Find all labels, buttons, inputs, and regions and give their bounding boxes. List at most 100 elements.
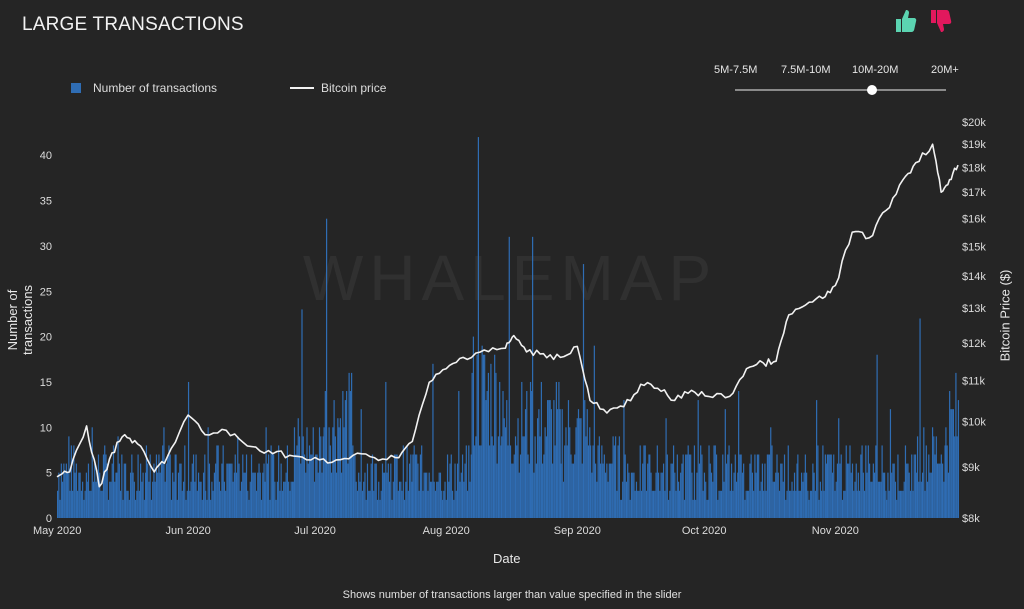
transaction-bar: [237, 436, 239, 518]
page-title: LARGE TRANSACTIONS: [22, 14, 244, 35]
transaction-bar: [780, 463, 782, 518]
transaction-bar: [232, 481, 234, 518]
transaction-bar: [542, 463, 544, 518]
slider-option-5m-7-5m[interactable]: 5M-7.5M: [714, 64, 758, 76]
legend-item-transactions[interactable]: Number of transactions: [71, 81, 217, 95]
transaction-bar: [866, 472, 868, 518]
transaction-bar: [338, 427, 340, 518]
transaction-bar: [140, 463, 142, 518]
transaction-bar: [405, 481, 407, 518]
transaction-bar: [514, 436, 517, 518]
transaction-bar: [417, 463, 419, 518]
transaction-bar: [484, 354, 486, 518]
transaction-bar: [893, 463, 895, 518]
transaction-bar: [288, 481, 290, 518]
transaction-bar: [643, 445, 645, 518]
transaction-bar: [311, 454, 313, 518]
transaction-bar: [400, 481, 402, 518]
transaction-bar: [624, 454, 626, 518]
transaction-bar: [143, 499, 145, 518]
transaction-bar: [226, 463, 228, 518]
thumbs-down-icon[interactable]: [928, 8, 952, 34]
slider-option-7-5m-10m[interactable]: 7.5M-10M: [781, 64, 831, 76]
transaction-bar: [688, 454, 691, 518]
transaction-bar: [761, 463, 764, 518]
y-tick-label: 35: [40, 196, 52, 208]
transaction-bar: [828, 454, 830, 518]
thumbs-up-icon[interactable]: [893, 8, 917, 34]
transaction-bar: [814, 490, 816, 518]
slider-handle[interactable]: [867, 85, 877, 95]
transaction-bar: [441, 490, 443, 518]
transaction-bar: [57, 490, 59, 518]
transaction-bar: [149, 454, 151, 518]
transaction-bar: [192, 454, 195, 518]
transaction-bar: [740, 454, 742, 518]
transaction-bar: [448, 481, 450, 518]
transaction-bar: [234, 454, 236, 518]
transaction-bar: [517, 418, 519, 518]
transaction-bar: [173, 481, 175, 518]
transaction-bar: [899, 490, 902, 518]
slider-option-20m-plus[interactable]: 20M+: [931, 64, 959, 76]
transaction-bar: [119, 490, 122, 518]
transaction-bar: [250, 454, 253, 518]
transaction-bar: [490, 363, 492, 518]
transaction-bar: [772, 481, 774, 518]
transaction-bar: [356, 490, 359, 518]
transaction-bar: [639, 445, 641, 518]
transaction-bar: [278, 445, 280, 518]
transaction-bar: [499, 381, 501, 518]
transaction-bar: [548, 400, 550, 518]
transaction-bar: [830, 454, 832, 518]
transaction-bar: [348, 372, 350, 518]
transaction-bar: [223, 481, 226, 518]
transaction-bar: [414, 454, 417, 518]
transaction-bar: [114, 481, 116, 518]
transaction-bar: [923, 427, 925, 518]
transaction-bar: [230, 463, 232, 518]
transaction-bar: [190, 481, 192, 518]
transaction-bar: [439, 472, 442, 518]
transaction-bar: [464, 463, 466, 518]
transaction-bar: [524, 409, 527, 518]
transaction-bar: [170, 499, 173, 518]
transaction-bar: [403, 499, 406, 518]
transaction-bar: [485, 400, 487, 518]
transaction-bar: [249, 481, 251, 518]
slider-track[interactable]: [735, 89, 946, 91]
x-tick-label: Sep 2020: [554, 525, 601, 537]
transaction-bar: [339, 418, 341, 518]
transaction-bar: [601, 445, 603, 518]
transaction-bar: [933, 436, 935, 518]
transaction-bar: [475, 436, 477, 518]
transaction-bar: [185, 499, 187, 518]
y2-tick-label: $16k: [962, 213, 986, 225]
transaction-bar: [751, 472, 753, 518]
transaction-bar: [919, 318, 921, 518]
transaction-bar: [353, 454, 355, 518]
transaction-bar: [436, 481, 438, 518]
y2-axis-title: Bitcoin Price ($): [997, 269, 1013, 362]
transaction-bar: [770, 427, 772, 518]
transaction-bar: [767, 454, 769, 518]
transaction-bar: [465, 445, 467, 518]
transaction-bar: [701, 454, 703, 518]
transaction-bar: [802, 481, 804, 518]
transaction-bar: [691, 472, 693, 518]
transaction-bar: [816, 400, 818, 518]
transaction-bar: [506, 400, 508, 518]
transaction-bar: [392, 481, 394, 518]
transaction-bar: [295, 454, 297, 518]
transaction-bar: [925, 445, 927, 518]
transaction-bar: [115, 472, 117, 518]
transaction-bar: [934, 454, 936, 518]
transaction-bar: [579, 418, 581, 518]
transaction-bar: [189, 490, 191, 518]
transaction-bar: [683, 499, 686, 518]
slider-option-10m-20m[interactable]: 10M-20M: [852, 64, 899, 76]
transaction-bar: [118, 463, 120, 518]
transaction-bar: [284, 481, 286, 518]
transaction-bar: [717, 499, 719, 518]
legend-item-price[interactable]: Bitcoin price: [290, 81, 386, 95]
